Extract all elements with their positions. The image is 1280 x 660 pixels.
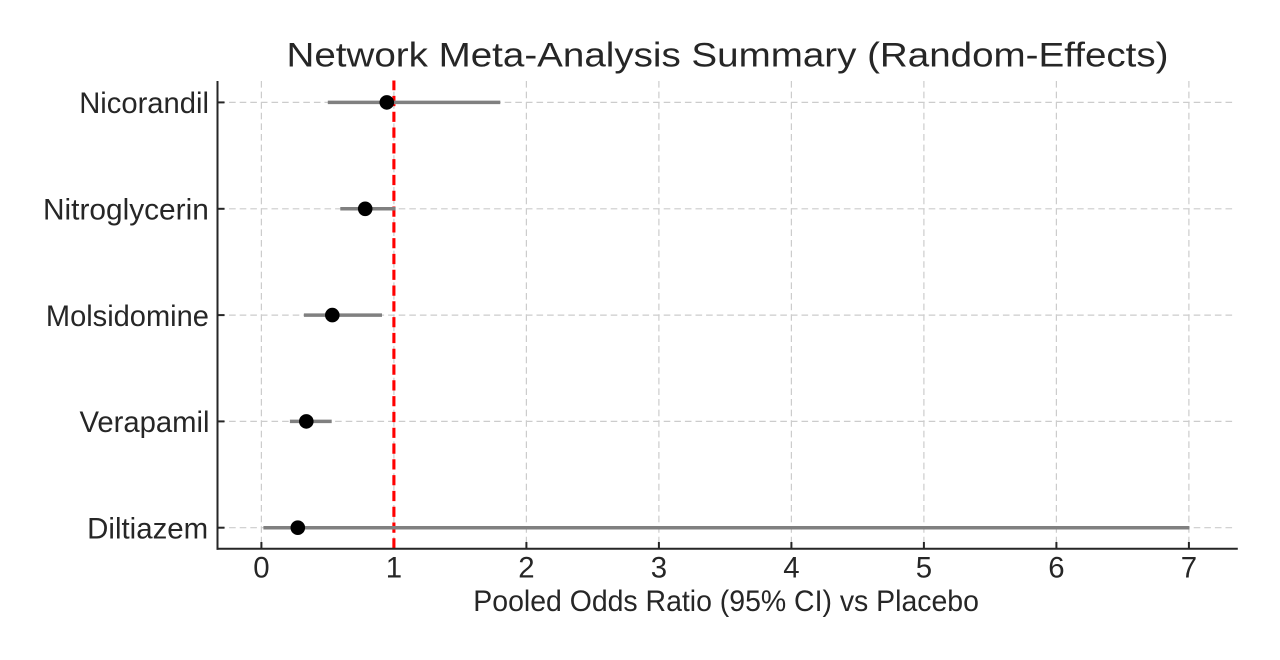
svg-text:1: 1 <box>386 552 402 585</box>
svg-text:Nicorandil: Nicorandil <box>79 87 209 120</box>
svg-text:Pooled Odds Ratio (95% CI) vs: Pooled Odds Ratio (95% CI) vs Placebo <box>473 585 979 618</box>
svg-text:Molsidomine: Molsidomine <box>46 300 209 333</box>
svg-text:0: 0 <box>253 552 269 585</box>
svg-text:4: 4 <box>783 552 799 585</box>
svg-text:3: 3 <box>651 552 667 585</box>
svg-text:5: 5 <box>916 552 932 585</box>
svg-text:7: 7 <box>1181 552 1197 585</box>
svg-text:Nitroglycerin: Nitroglycerin <box>43 194 209 227</box>
svg-text:Verapamil: Verapamil <box>80 406 210 439</box>
svg-text:Diltiazem: Diltiazem <box>87 512 208 545</box>
svg-text:2: 2 <box>518 552 534 585</box>
svg-text:Network Meta-Analysis Summary: Network Meta-Analysis Summary (Random-Ef… <box>287 37 1169 75</box>
svg-text:6: 6 <box>1048 552 1064 585</box>
